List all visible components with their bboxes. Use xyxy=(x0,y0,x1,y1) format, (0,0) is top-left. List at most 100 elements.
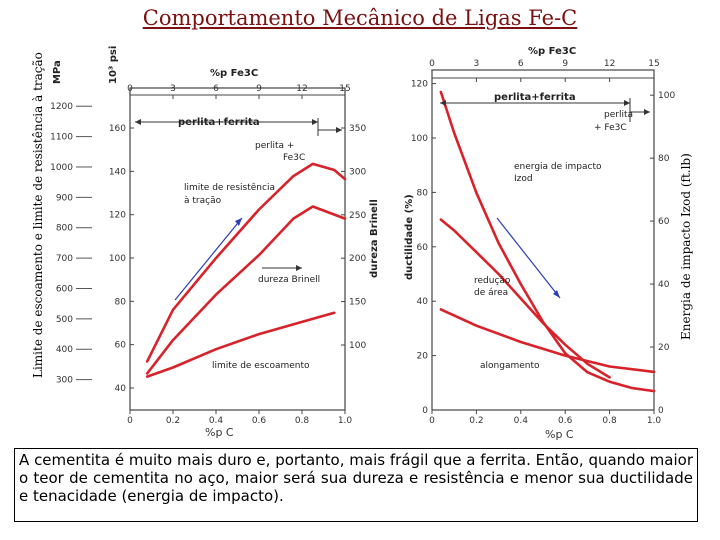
chart1-x-tick-label: 0.4 xyxy=(209,416,224,426)
chart2-top-tick-label: 15 xyxy=(648,59,659,69)
chart1-hardness-label: dureza Brinell xyxy=(258,275,320,285)
chart2-pearlite-fe3c-label-1: perlita xyxy=(604,110,633,120)
chart1-mpa-tick-label: 800 xyxy=(56,224,73,234)
chart1-region-arrowhead-left xyxy=(135,119,141,125)
chart1-top-tick-label: 9 xyxy=(256,84,262,94)
chart1-ksi-tick-label: 120 xyxy=(109,211,126,221)
chart2-ticks: 0 0.2 0.4 0.6 0.8 1.00 3 6 9 12 150204060801001200… xyxy=(411,59,676,426)
chart2-top-tick-label: 6 xyxy=(518,59,524,69)
chart2-y-tick-label: 100 xyxy=(411,134,428,144)
chart1-x-tick-label: 1.0 xyxy=(338,416,353,426)
chart1-x-tick-label: 0.2 xyxy=(166,416,180,426)
chart1-hardness-arrowhead xyxy=(296,265,302,271)
chart2-right-tick-label: 20 xyxy=(658,343,670,353)
chart2-x-tick-label: 1.0 xyxy=(647,416,662,426)
chart2-pearlite-ferrite-label: perlita+ferrita xyxy=(494,92,576,103)
chart1-mpa-tick-label: 400 xyxy=(56,345,73,355)
chart1-brinell-tick-label: 250 xyxy=(349,211,366,221)
chart2-x-axis-label: %p C xyxy=(545,428,574,441)
chart1-ksi-tick-label: 40 xyxy=(115,384,127,394)
chart2-trend-arrowhead xyxy=(553,290,560,298)
chart1-hardness-curve xyxy=(145,205,347,375)
chart2-y-tick-label: 120 xyxy=(411,80,428,90)
chart1-mpa-tick-label: 1200 xyxy=(50,102,73,112)
chart1-tensile-curve xyxy=(145,162,347,363)
chart1-x-tick-label: 0.8 xyxy=(295,416,310,426)
chart2-top-tick-label: 9 xyxy=(562,59,568,69)
chart-strength-hardness: %p Fe3C MPa 10³ psi dureza Brinell %p C … xyxy=(50,46,380,439)
chart2-right-tick-label: 100 xyxy=(658,91,675,101)
chart2-top-tick-label: 3 xyxy=(474,59,480,69)
chart1-brinell-tick-label: 300 xyxy=(349,167,366,177)
chart2-y-tick-label: 80 xyxy=(417,188,429,198)
chart1-mpa-tick-label: 1100 xyxy=(50,133,73,143)
chart2-x-tick-label: 0 xyxy=(429,416,435,426)
chart2-trend-arrow xyxy=(496,217,561,299)
chart1-mpa-tick-label: 500 xyxy=(56,315,73,325)
chart2-right-tick-label: 40 xyxy=(658,280,670,290)
chart1-top-tick-label: 3 xyxy=(170,84,176,94)
chart2-y-tick-label: 20 xyxy=(417,352,429,362)
chart2-right-tick-label: 0 xyxy=(658,406,664,416)
chart1-ksi-tick-label: 140 xyxy=(109,167,126,177)
chart2-curves xyxy=(439,90,656,393)
chart2-x-tick-label: 0.4 xyxy=(514,416,529,426)
chart1-yield-curve xyxy=(145,311,336,378)
chart1-pearlite-fe3c-arrowhead xyxy=(336,127,342,133)
chart2-frame xyxy=(431,69,655,411)
chart1-yield-label: limite de escoamento xyxy=(212,361,310,371)
chart1-top-tick-label: 12 xyxy=(296,84,307,94)
chart2-pearlite-fe3c-arrowhead xyxy=(644,109,650,115)
right-outer-axis-label: Energia de impacto Izod (ft.lb) xyxy=(679,153,693,340)
chart1-mpa-tick-label: 700 xyxy=(56,254,73,264)
chart2-y-tick-label: 0 xyxy=(422,406,428,416)
chart2-area-label-1: redução xyxy=(474,276,511,286)
chart2-impact-label-1: energia de impacto xyxy=(514,162,602,172)
chart-ductility-impact: %p Fe3C ductilidade (%) %p C 0 0.2 0.4 0.6 0… xyxy=(404,46,675,441)
chart1-brinell-tick-label: 200 xyxy=(349,254,366,264)
chart1-ksi-tick-label: 60 xyxy=(115,341,127,351)
chart1-top-tick-label: 0 xyxy=(127,84,133,94)
chart2-impact-label-2: Izod xyxy=(514,174,533,184)
chart1-pearlite-fe3c-label-1: perlita + xyxy=(255,141,294,151)
chart1-mpa-tick-label: 900 xyxy=(56,193,73,203)
chart2-x-tick-label: 0.6 xyxy=(558,416,573,426)
chart1-frame xyxy=(129,87,346,411)
chart2-elongation-label: alongamento xyxy=(480,361,540,371)
chart1-tensile-label-2: à tração xyxy=(184,196,222,206)
chart2-elongation-curve xyxy=(439,308,656,374)
chart2-area-reduction-curve xyxy=(439,218,611,379)
chart2-top-tick-label: 0 xyxy=(429,59,435,69)
caption-text: A cementita é muito mais duro e, portant… xyxy=(14,448,698,522)
chart2-right-tick-label: 60 xyxy=(658,217,670,227)
chart1-top-axis-label: %p Fe3C xyxy=(210,68,258,79)
chart1-top-tick-label: 6 xyxy=(213,84,219,94)
chart1-trend-arrowhead xyxy=(235,218,242,226)
chart2-y-axis-label: ductilidade (%) xyxy=(404,194,415,280)
chart1-pearlite-ferrite-label: perlita+ferrita xyxy=(178,117,260,128)
chart2-y-tick-label: 60 xyxy=(417,243,429,253)
chart1-ksi-unit: 10³ psi xyxy=(108,46,119,84)
chart1-trend-arrow xyxy=(174,217,243,301)
chart2-x-tick-label: 0.2 xyxy=(469,416,483,426)
chart1-brinell-tick-label: 100 xyxy=(349,341,366,351)
chart1-ksi-tick-label: 100 xyxy=(109,254,126,264)
chart2-pearlite-fe3c-label-2: + Fe3C xyxy=(594,123,627,133)
page-title: Comportamento Mecânico de Ligas Fe-C xyxy=(142,6,578,30)
chart2-y-tick-label: 40 xyxy=(417,297,429,307)
chart1-brinell-axis-label: dureza Brinell xyxy=(369,199,380,278)
chart1-top-tick-label: 15 xyxy=(339,84,350,94)
chart1-brinell-tick-label: 150 xyxy=(349,298,366,308)
chart1-mpa-unit: MPa xyxy=(52,60,63,84)
chart1-mpa-tick-label: 600 xyxy=(56,284,73,294)
chart1-mpa-tick-label: 1000 xyxy=(50,163,73,173)
chart1-ticks: 0 0.2 0.4 0.6 0.8 1.0 0 3 6 9 12 15 300 400 500 600 700 8… xyxy=(50,84,366,426)
chart2-region-arrowhead-left xyxy=(440,100,446,106)
chart1-region-arrowhead-right xyxy=(312,119,318,125)
chart2-x-tick-label: 0.8 xyxy=(602,416,617,426)
chart1-pearlite-fe3c-label-2: Fe3C xyxy=(283,153,305,163)
chart1-curves xyxy=(145,162,347,378)
chart2-top-tick-label: 12 xyxy=(604,59,615,69)
chart1-x-tick-label: 0 xyxy=(127,416,133,426)
